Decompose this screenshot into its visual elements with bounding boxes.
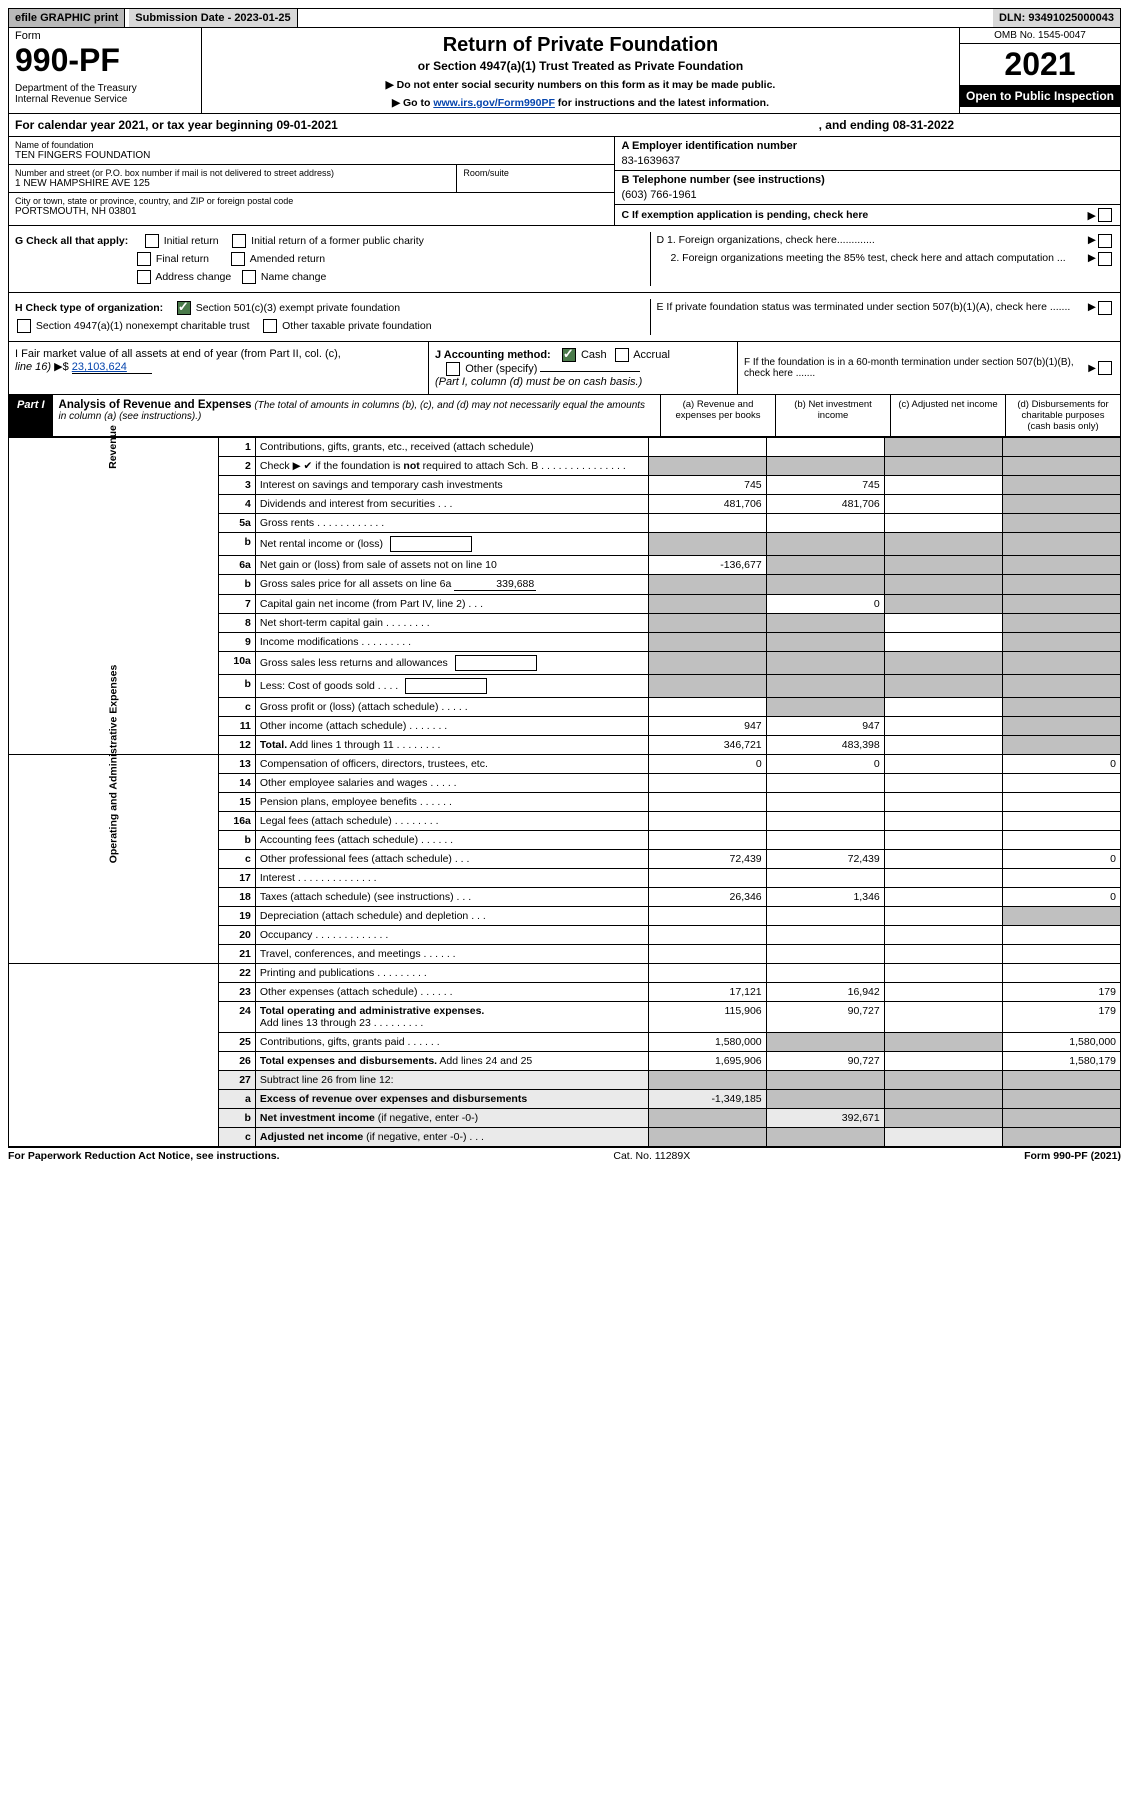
f-lbl: F If the foundation is in a 60-month ter…	[744, 357, 1088, 379]
g-amended[interactable]	[231, 252, 245, 266]
e-lbl: E If private foundation status was termi…	[657, 301, 1088, 315]
g-opt-1: Final return	[156, 253, 209, 265]
city-lbl: City or town, state or province, country…	[15, 196, 608, 206]
g-lbl: G Check all that apply:	[15, 235, 128, 247]
col-d: (d) Disbursements for charitable purpose…	[1005, 395, 1120, 436]
tel: (603) 766-1961	[621, 189, 1114, 201]
e-check[interactable]	[1098, 301, 1112, 315]
form-code: 990-PF	[15, 42, 195, 79]
h-o2: Section 4947(a)(1) nonexempt charitable …	[36, 320, 250, 332]
ein-lbl: A Employer identification number	[621, 140, 1114, 152]
h-o1: Section 501(c)(3) exempt private foundat…	[196, 302, 400, 314]
d1: D 1. Foreign organizations, check here..…	[657, 234, 1088, 248]
h-other-tax[interactable]	[263, 319, 277, 333]
foundation-name: TEN FINGERS FOUNDATION	[15, 150, 608, 161]
c-lbl: C If exemption application is pending, c…	[621, 209, 1087, 221]
instr-link[interactable]: www.irs.gov/Form990PF	[433, 97, 555, 109]
d1-check[interactable]	[1098, 234, 1112, 248]
cal-begin: For calendar year 2021, or tax year begi…	[15, 118, 338, 132]
j-cash-lbl: Cash	[581, 349, 607, 361]
calendar-year-row: For calendar year 2021, or tax year begi…	[8, 114, 1121, 137]
dln: DLN: 93491025000043	[993, 9, 1120, 27]
city: PORTSMOUTH, NH 03801	[15, 206, 608, 217]
h-o3: Other taxable private foundation	[282, 320, 431, 332]
part1-title: Analysis of Revenue and Expenses	[59, 399, 252, 411]
i-arrow: ▶$	[54, 361, 69, 373]
submission-date: Submission Date - 2023-01-25	[129, 9, 297, 27]
footer-cat: Cat. No. 11289X	[613, 1150, 690, 1162]
open-public: Open to Public Inspection	[960, 85, 1120, 107]
g-opt-5: Name change	[261, 271, 326, 283]
i-line: line 16)	[15, 361, 51, 373]
j-lbl: J Accounting method:	[435, 349, 551, 361]
cal-end: , and ending 08-31-2022	[819, 118, 954, 132]
j-accr-lbl: Accrual	[633, 349, 670, 361]
h-lbl: H Check type of organization:	[15, 302, 163, 314]
h-501c3[interactable]	[177, 301, 191, 315]
addr-lbl: Number and street (or P.O. box number if…	[15, 168, 450, 178]
g-name[interactable]	[242, 270, 256, 284]
header-bar: efile GRAPHIC print Submission Date - 20…	[8, 8, 1121, 28]
d2-check[interactable]	[1098, 252, 1112, 266]
tax-year: 2021	[960, 44, 1120, 85]
instr-2-pre: ▶ Go to	[392, 97, 433, 109]
i-lbl: I Fair market value of all assets at end…	[15, 348, 341, 360]
g-address[interactable]	[137, 270, 151, 284]
g-initial[interactable]	[145, 234, 159, 248]
omb: OMB No. 1545-0047	[960, 28, 1120, 44]
irs: Internal Revenue Service	[15, 94, 195, 105]
instr-1: ▶ Do not enter social security numbers o…	[210, 79, 951, 91]
room-lbl: Room/suite	[463, 168, 608, 178]
instr-2-post: for instructions and the latest informat…	[555, 97, 769, 109]
g-final[interactable]	[137, 252, 151, 266]
tel-lbl: B Telephone number (see instructions)	[621, 174, 1114, 186]
efile-label: efile GRAPHIC print	[9, 9, 125, 27]
j-accrual[interactable]	[615, 348, 629, 362]
col-c: (c) Adjusted net income	[890, 395, 1005, 436]
form-subtitle: or Section 4947(a)(1) Trust Treated as P…	[210, 59, 951, 73]
ein: 83-1639637	[621, 155, 1114, 167]
g-opt-0: Initial return	[164, 235, 219, 247]
g-initial-former[interactable]	[232, 234, 246, 248]
j-other[interactable]	[446, 362, 460, 376]
i-val[interactable]: 23,103,624	[72, 361, 152, 374]
footer-right: Form 990-PF (2021)	[1024, 1150, 1121, 1162]
f-check[interactable]	[1098, 361, 1112, 375]
g-opt-3: Initial return of a former public charit…	[251, 235, 424, 247]
form-title: Return of Private Foundation	[210, 34, 951, 57]
footer-left: For Paperwork Reduction Act Notice, see …	[8, 1150, 280, 1162]
dept: Department of the Treasury	[15, 83, 195, 94]
j-other-lbl: Other (specify)	[465, 363, 537, 375]
form-word: Form	[15, 30, 195, 42]
addr: 1 NEW HAMPSHIRE AVE 125	[15, 178, 450, 189]
col-a: (a) Revenue and expenses per books	[660, 395, 775, 436]
d2: 2. Foreign organizations meeting the 85%…	[671, 252, 1088, 266]
part1-table: Revenue1Contributions, gifts, grants, et…	[8, 437, 1121, 1147]
g-opt-4: Amended return	[250, 253, 325, 265]
h-4947[interactable]	[17, 319, 31, 333]
form-header: Form 990-PF Department of the Treasury I…	[8, 28, 1121, 114]
part1-lbl: Part I	[9, 395, 53, 436]
col-b: (b) Net investment income	[775, 395, 890, 436]
j-note: (Part I, column (d) must be on cash basi…	[435, 376, 642, 388]
j-cash[interactable]	[562, 348, 576, 362]
c-check[interactable]	[1098, 208, 1112, 222]
g-opt-2: Address change	[155, 271, 231, 283]
name-lbl: Name of foundation	[15, 140, 608, 150]
